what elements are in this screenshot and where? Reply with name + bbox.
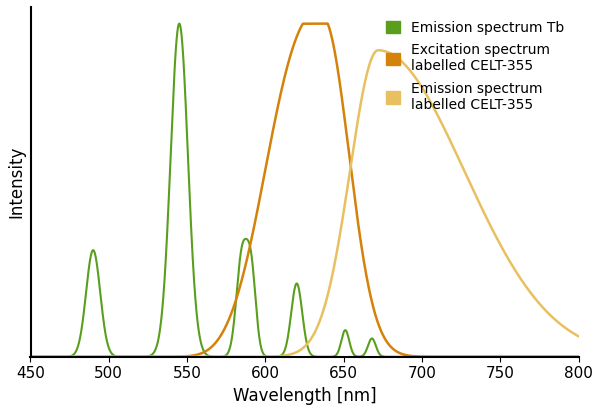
Emission spectrum Tb [225,349,232,353]
Excitation spectrum
labelled CELT-355 [141,354,148,359]
Emission spectrum
labelled CELT-355 [225,354,232,359]
Emission spectrum
labelled CELT-355 [352,131,359,136]
Excitation spectrum
labelled CELT-355 [225,318,232,323]
Excitation spectrum
labelled CELT-355 [324,21,331,26]
Emission spectrum Tb [352,353,359,358]
Emission spectrum Tb [375,351,382,356]
X-axis label: Wavelength [nm]: Wavelength [nm] [233,387,376,405]
Excitation spectrum
labelled CELT-355 [352,204,359,209]
Legend: Emission spectrum Tb, Excitation spectrum
labelled CELT-355, Emission spectrum
l: Emission spectrum Tb, Excitation spectru… [380,14,572,119]
Excitation spectrum
labelled CELT-355 [27,354,34,359]
Emission spectrum Tb [575,354,582,359]
Excitation spectrum
labelled CELT-355 [575,354,582,359]
Line: Emission spectrum
labelled CELT-355: Emission spectrum labelled CELT-355 [31,50,578,357]
Excitation spectrum
labelled CELT-355 [286,57,293,62]
Emission spectrum
labelled CELT-355 [375,48,382,53]
Emission spectrum Tb [27,354,34,359]
Emission spectrum Tb [533,354,540,359]
Y-axis label: Intensity: Intensity [7,146,25,218]
Emission spectrum
labelled CELT-355 [27,354,34,359]
Emission spectrum
labelled CELT-355 [141,354,148,359]
Emission spectrum Tb [519,354,526,359]
Emission spectrum Tb [176,21,183,26]
Emission spectrum
labelled CELT-355 [374,48,382,53]
Excitation spectrum
labelled CELT-355 [533,354,540,359]
Emission spectrum
labelled CELT-355 [533,297,540,302]
Emission spectrum Tb [141,354,148,359]
Line: Excitation spectrum
labelled CELT-355: Excitation spectrum labelled CELT-355 [31,23,578,357]
Excitation spectrum
labelled CELT-355 [375,323,382,328]
Emission spectrum
labelled CELT-355 [575,334,582,339]
Line: Emission spectrum Tb: Emission spectrum Tb [31,23,578,357]
Emission spectrum Tb [286,325,293,330]
Emission spectrum
labelled CELT-355 [286,352,293,357]
